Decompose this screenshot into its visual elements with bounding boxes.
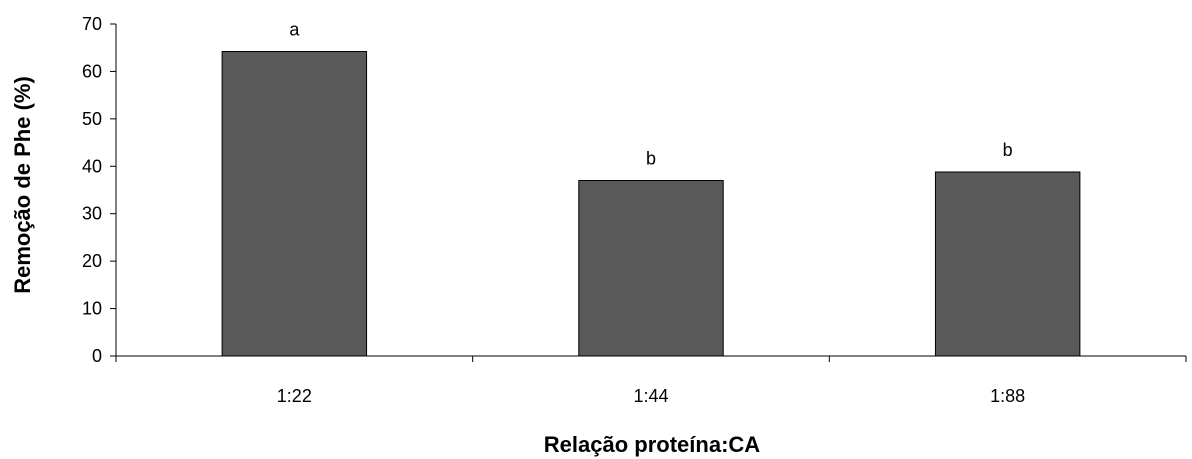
y-tick-label: 0 [92, 346, 102, 366]
data-labels: a b b [289, 20, 1012, 169]
y-tick-label: 40 [82, 156, 102, 176]
y-axis-title: Remoção de Phe (%) [10, 76, 35, 294]
bar-1-88 [934, 171, 1081, 357]
x-tick-label: 1:22 [277, 386, 312, 406]
x-axis-title: Relação proteína:CA [544, 432, 760, 457]
y-tick-label: 30 [82, 204, 102, 224]
y-axis-ticks: 0 10 20 30 40 50 60 70 [82, 14, 116, 366]
bars [221, 51, 1081, 357]
data-label: b [646, 149, 656, 169]
bar-1-44 [578, 180, 724, 357]
y-tick-label: 20 [82, 251, 102, 271]
bar-1-22 [221, 51, 368, 357]
data-label: a [289, 20, 300, 40]
y-tick-label: 10 [82, 299, 102, 319]
x-tick-label: 1:44 [633, 386, 668, 406]
y-tick-label: 70 [82, 14, 102, 34]
data-label: b [1003, 140, 1013, 160]
y-tick-label: 60 [82, 61, 102, 81]
x-axis-ticks: 1:22 1:44 1:88 [115, 356, 1187, 406]
x-tick-label: 1:88 [990, 386, 1025, 406]
y-tick-label: 50 [82, 109, 102, 129]
